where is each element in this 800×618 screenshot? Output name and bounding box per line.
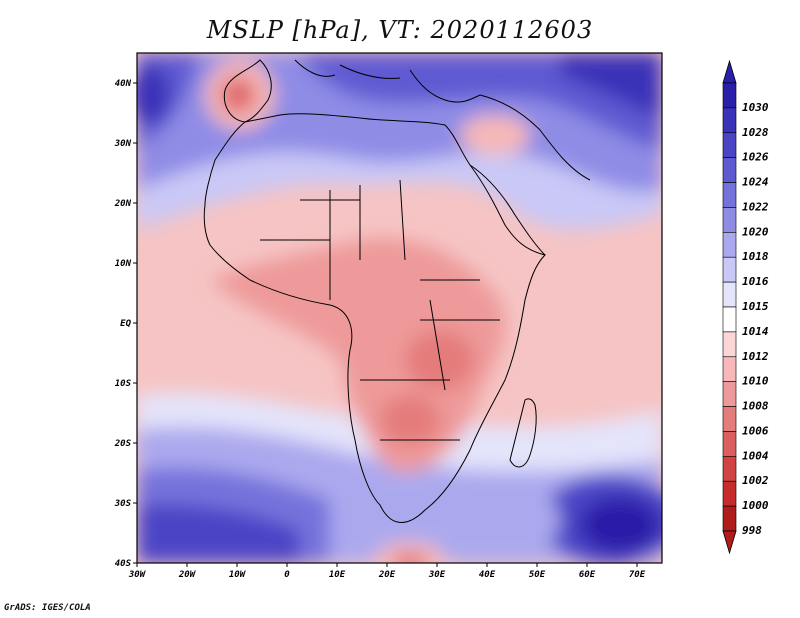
colorbar-label: 1026 (742, 151, 769, 164)
lon-tick-label: 30E (428, 570, 446, 580)
lat-tick-label: 10N (115, 259, 132, 269)
colorbar-swatch (722, 306, 737, 333)
colorbar: 1030 1028 1026 1024 1022 1020 1018 1016 1015 1014… (722, 59, 769, 555)
lat-tick-label: 40N (115, 79, 132, 89)
lat-tick-label: 10S (115, 379, 132, 389)
colorbar-label: 1022 (742, 200, 769, 213)
lat-tick-label: 40S (115, 559, 132, 569)
lat-tick-label: 30N (114, 139, 132, 149)
colorbar-label: 1002 (742, 474, 769, 487)
colorbar-label: 1010 (742, 375, 769, 388)
colorbar-swatch (722, 356, 737, 382)
colorbar-label: 1012 (742, 350, 769, 363)
colorbar-swatch (722, 480, 737, 507)
colorbar-label: 1020 (742, 225, 769, 238)
colorbar-top-arrow (722, 59, 737, 84)
lon-tick-label: 0 (284, 570, 290, 580)
lon-tick-label: 20E (378, 570, 396, 580)
lon-tick-label: 50E (529, 570, 546, 580)
longitude-axis: 30W 20W 10W 0 10E 20E 30E 40E 50E 60E 70E (128, 563, 646, 580)
lon-tick-label: 10E (329, 570, 346, 580)
colorbar-label: 1016 (742, 275, 769, 288)
colorbar-swatch (722, 82, 737, 109)
credit-label: GrADS: IGES/COLA (4, 603, 91, 613)
lon-tick-label: 40E (479, 570, 496, 580)
colorbar-swatch (722, 281, 737, 308)
colorbar-swatch (722, 256, 737, 283)
colorbar-swatch (722, 406, 737, 432)
lon-tick-label: 10W (229, 570, 247, 580)
colorbar-swatch (722, 182, 737, 208)
colorbar-label: 1004 (742, 449, 769, 462)
lat-tick-label: 30S (114, 499, 132, 509)
lat-tick-label: 20S (114, 439, 132, 449)
colorbar-label: 1030 (742, 101, 769, 114)
colorbar-swatch (722, 132, 737, 158)
pressure-field (137, 53, 662, 563)
colorbar-swatch (722, 331, 737, 358)
colorbar-label: 1015 (742, 300, 769, 313)
latitude-axis: 40N 30N 20N 10N EQ 10S 20S 30S 40S (114, 79, 137, 569)
colorbar-label: 1006 (742, 424, 769, 437)
coastlines (203, 59, 591, 523)
colorbar-swatch (722, 431, 737, 457)
lon-tick-label: 30W (128, 570, 147, 580)
colorbar-swatch (722, 207, 737, 233)
colorbar-swatch (722, 157, 737, 183)
lon-tick-label: 70E (629, 570, 646, 580)
colorbar-label: 1014 (742, 325, 769, 338)
colorbar-label: 998 (742, 524, 762, 537)
colorbar-label: 1024 (742, 176, 769, 189)
colorbar-swatch (722, 456, 737, 482)
plot-frame (136, 52, 663, 564)
colorbar-label: 1008 (742, 400, 769, 413)
colorbar-label: 1018 (742, 250, 769, 263)
colorbar-swatch (722, 232, 737, 258)
colorbar-label: 1028 (742, 126, 769, 139)
colorbar-swatch (722, 505, 737, 532)
colorbar-label: 1000 (742, 499, 769, 512)
colorbar-bottom-arrow (722, 530, 737, 555)
lat-tick-label: 20N (114, 199, 132, 209)
lon-tick-label: 60E (579, 570, 596, 580)
colorbar-swatch (722, 107, 737, 134)
figure-title: MSLP [hPa], VT: 2020112603 (206, 16, 594, 44)
colorbar-swatch (722, 381, 737, 407)
lat-tick-label: EQ (120, 319, 131, 329)
lon-tick-label: 20W (178, 570, 197, 580)
